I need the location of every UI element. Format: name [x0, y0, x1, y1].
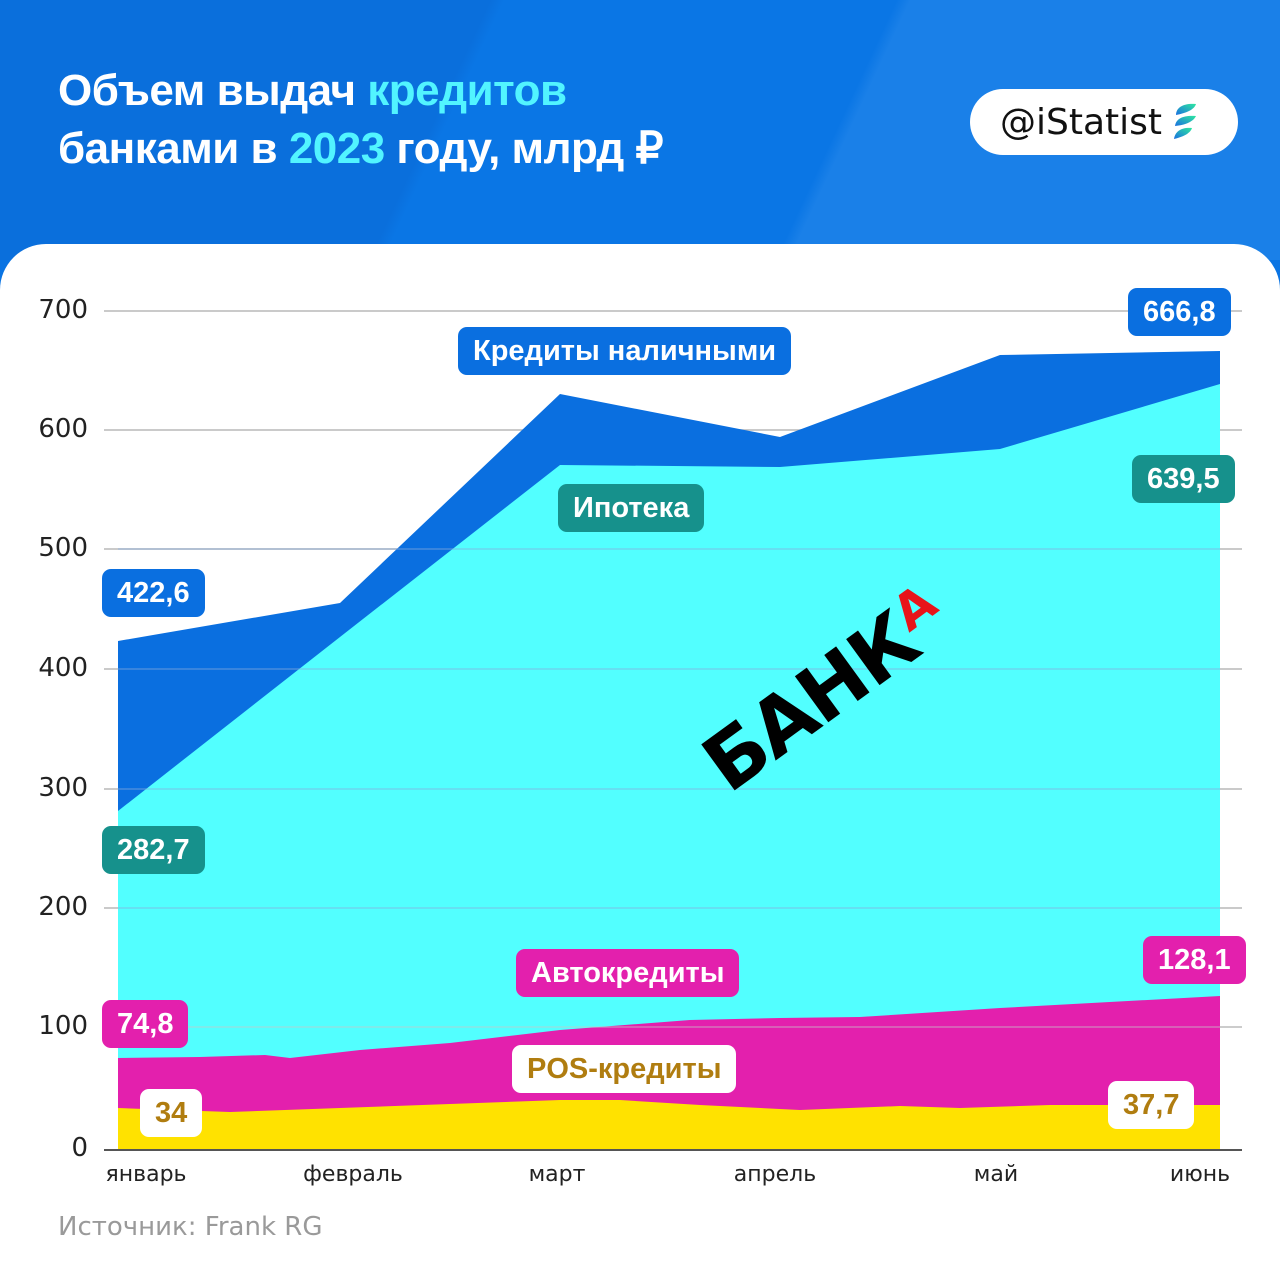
- x-tick: июнь: [1169, 1162, 1231, 1187]
- page-title: Объем выдач кредитов банками в 2023 году…: [58, 62, 663, 178]
- brand-badge[interactable]: @iStatist: [970, 89, 1238, 155]
- title-text: году, млрд ₽: [384, 124, 663, 173]
- title-highlight: кредитов: [367, 66, 567, 115]
- legend-pos-loans: POS-кредиты: [512, 1045, 737, 1093]
- value-label-mortgage-start: 282,7: [102, 826, 205, 874]
- x-tick: май: [973, 1162, 1019, 1187]
- y-tick: 200: [38, 892, 88, 922]
- title-text: банками в: [58, 124, 289, 173]
- y-tick: 500: [38, 533, 88, 563]
- x-tick: апрель: [733, 1162, 817, 1187]
- feather-logo-icon: [1174, 103, 1197, 139]
- value-label-auto-start: 74,8: [102, 1000, 189, 1048]
- legend-cash-loans: Кредиты наличными: [458, 327, 792, 375]
- mortgage-area: [118, 384, 1220, 1150]
- y-tick: 0: [71, 1133, 88, 1163]
- legend-mortgage: Ипотека: [558, 484, 705, 532]
- y-tick: 300: [38, 773, 88, 803]
- brand-handle: @iStatist: [1000, 101, 1163, 143]
- source-note: Источник: Frank RG: [58, 1212, 323, 1242]
- x-tick: январь: [105, 1162, 187, 1187]
- title-year: 2023: [288, 124, 385, 173]
- value-label-pos-end: 37,7: [1108, 1081, 1195, 1129]
- x-tick: март: [528, 1162, 586, 1187]
- pos-area: [118, 1100, 1220, 1150]
- y-tick: 700: [38, 295, 88, 325]
- legend-auto-loans: Автокредиты: [516, 949, 740, 997]
- title-text: Объем выдач: [58, 66, 368, 115]
- value-label-pos-start: 34: [140, 1089, 203, 1137]
- y-tick: 400: [38, 653, 88, 683]
- value-label-mortgage-end: 639,5: [1132, 455, 1235, 503]
- y-tick: 600: [38, 414, 88, 444]
- y-tick: 100: [38, 1011, 88, 1041]
- value-label-auto-end: 128,1: [1143, 936, 1246, 984]
- value-label-cash-start: 422,6: [102, 569, 205, 617]
- x-tick: февраль: [303, 1162, 403, 1187]
- header-banner: Объем выдач кредитов банками в 2023 году…: [0, 0, 1280, 260]
- value-label-cash-end: 666,8: [1128, 288, 1231, 336]
